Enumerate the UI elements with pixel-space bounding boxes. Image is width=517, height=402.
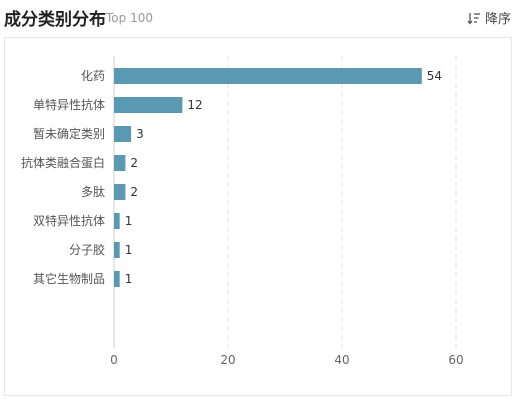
chart-header: 成分类别分布 Top 100 降序	[0, 0, 517, 34]
bar	[114, 68, 422, 84]
data-label: 12	[187, 98, 202, 112]
data-label: 2	[130, 156, 138, 170]
chart-title: 成分类别分布	[4, 10, 106, 30]
bar	[114, 126, 132, 142]
category-label: 暂未确定类别	[33, 126, 105, 141]
bar	[114, 184, 126, 200]
bar-chart: 0 20 40 60 化药 54 单特异性抗体 12 暂未确定类别 3 抗体类融合蛋白 2 多肽 2 双特异…	[21, 56, 464, 367]
category-label: 多肽	[81, 184, 105, 199]
bar	[114, 271, 120, 287]
category-label: 双特异性抗体	[33, 213, 105, 228]
sort-button[interactable]: 降序	[467, 8, 511, 27]
data-label: 54	[427, 69, 442, 83]
sort-label: 降序	[484, 12, 511, 27]
x-tick-label: 0	[110, 353, 118, 367]
bar	[114, 97, 183, 113]
category-label: 抗体类融合蛋白	[21, 155, 105, 170]
bar	[114, 242, 120, 258]
bar	[114, 213, 120, 229]
category-label: 分子胶	[69, 242, 105, 257]
category-label: 化药	[81, 69, 105, 83]
sort-descending-icon	[467, 11, 481, 25]
data-label: 3	[136, 127, 144, 141]
category-label: 其它生物制品	[33, 271, 105, 286]
x-tick-label: 60	[448, 353, 463, 367]
data-label: 1	[125, 214, 133, 228]
data-label: 1	[125, 243, 133, 257]
data-label: 1	[125, 272, 133, 286]
bar	[114, 155, 126, 171]
category-label: 单特异性抗体	[33, 97, 105, 112]
chart-panel: 0 20 40 60 化药 54 单特异性抗体 12 暂未确定类别 3 抗体类融合蛋白 2 多肽 2 双特异…	[4, 37, 512, 396]
x-tick-label: 20	[220, 353, 235, 367]
data-label: 2	[130, 185, 138, 199]
x-tick-label: 40	[334, 353, 349, 367]
chart-subtitle: Top 100	[106, 11, 153, 25]
